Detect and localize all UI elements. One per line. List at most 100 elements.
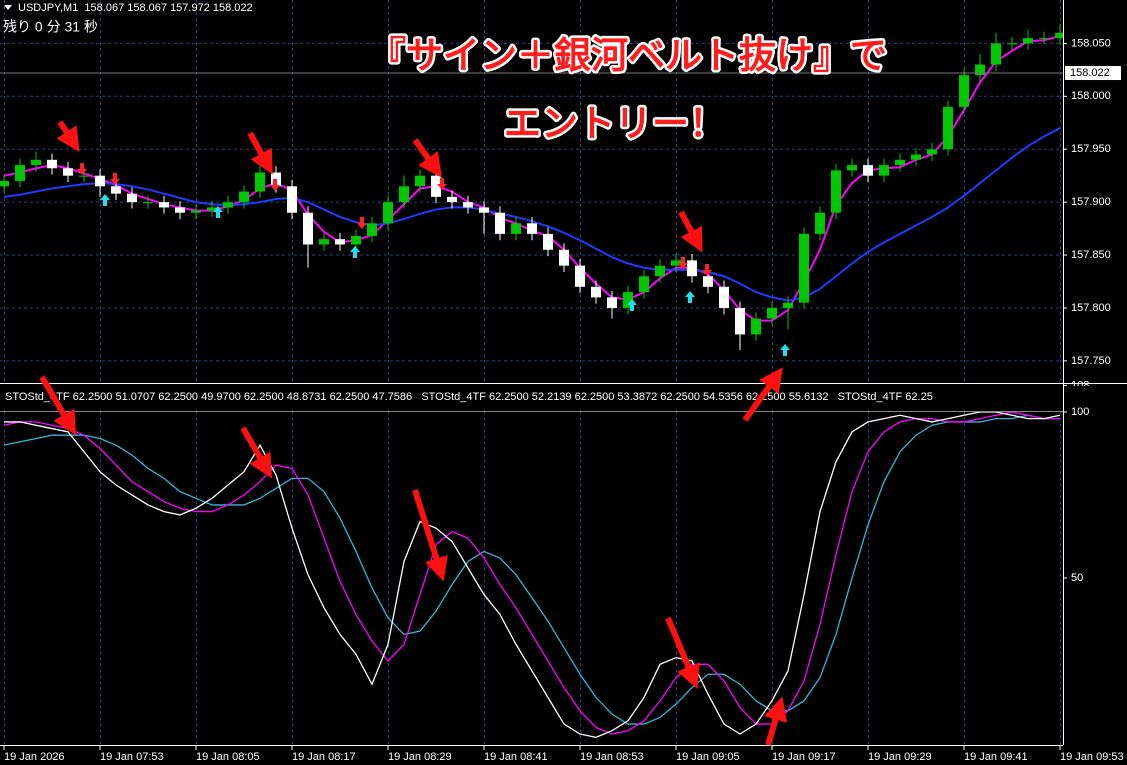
candle-body [607, 297, 617, 308]
candle-body [399, 186, 409, 203]
candle-body [159, 202, 169, 208]
y-tick-label: 158.050 [1071, 37, 1111, 49]
red-arrow [247, 131, 273, 175]
candle-body [863, 165, 873, 176]
oscillator-line [3, 412, 1060, 735]
x-tick-label: 19 Jan 09:41 [964, 751, 1028, 763]
indicator-legend: STOStd_4TF 62.2500 51.0707 62.2500 49.97… [5, 391, 933, 403]
x-tick-label: 19 Jan 2026 [4, 751, 65, 763]
x-tick-label: 19 Jan 09:53 [1060, 751, 1124, 763]
candle-body [303, 212, 313, 245]
candle-body [223, 202, 233, 208]
candle-body [1007, 43, 1017, 45]
oscillator-line [4, 412, 1061, 739]
candle-body [239, 191, 249, 203]
x-tick-label: 19 Jan 09:05 [676, 751, 740, 763]
candle-body [47, 159, 57, 169]
candle-body [559, 249, 569, 266]
candle-body [431, 175, 441, 197]
axis-background [1064, 0, 1127, 765]
candle-body [783, 302, 793, 308]
red-arrow [412, 138, 442, 178]
symbol-line: USDJPY,M1 158.067 158.067 157.972 158.02… [18, 2, 253, 14]
candle-body [815, 212, 825, 234]
candle-body [31, 159, 41, 166]
candle-body [671, 260, 681, 266]
candle-body [495, 212, 505, 234]
candle-body [735, 307, 745, 335]
y-tick-label: 157.850 [1071, 249, 1111, 261]
candle-body [127, 193, 137, 203]
candle-body [655, 265, 665, 277]
candle-body [623, 292, 633, 308]
candle-body [959, 75, 969, 107]
candle-body [1039, 38, 1049, 40]
price-panel [0, 24, 1063, 351]
menu-triangle [4, 5, 12, 10]
candle-body [415, 175, 425, 187]
candle-body [175, 207, 185, 213]
candle-body [879, 165, 889, 176]
candle-body [1055, 32, 1063, 39]
red-arrow [56, 120, 80, 153]
candle-body [543, 233, 553, 250]
current-price-label: 158.022 [1070, 67, 1110, 79]
candle-body [319, 239, 329, 245]
candle-body [799, 233, 809, 303]
candle-body [591, 286, 601, 298]
candle-body [767, 307, 777, 319]
candle-body [111, 186, 121, 194]
current-price-box [1065, 66, 1121, 81]
x-tick-label: 19 Jan 08:53 [580, 751, 644, 763]
candle-body [911, 154, 921, 160]
y-tick-label: 50 [1071, 572, 1083, 584]
candle-body [895, 159, 905, 166]
x-tick-label: 19 Jan 07:53 [100, 751, 164, 763]
y-tick-label: 157.950 [1071, 143, 1111, 155]
y-tick-label: 157.800 [1071, 302, 1111, 314]
countdown: 残り 0 分 31 秒 [3, 19, 98, 35]
annotation-line1: 『サイン＋銀河ベルト抜け』で [369, 35, 887, 76]
annotation-line2: エントリー！ [504, 103, 726, 144]
candle-body [351, 236, 361, 245]
candle-body [63, 168, 73, 176]
red-arrow [678, 210, 703, 253]
grid-layer [0, 0, 1063, 744]
candle-body [479, 207, 489, 213]
candle-body [335, 239, 345, 245]
candle-body [447, 196, 457, 203]
red-arrow [742, 367, 784, 422]
candle-body [191, 210, 201, 213]
x-tick-label: 19 Jan 08:29 [388, 751, 452, 763]
x-tick-label: 19 Jan 08:41 [484, 751, 548, 763]
red-arrow [412, 489, 448, 582]
red-arrow [764, 696, 788, 746]
axis-background [1064, 386, 1127, 406]
red-arrow [39, 375, 77, 436]
candle-body [927, 149, 937, 155]
candle-body [287, 186, 297, 213]
x-tick-label: 19 Jan 09:17 [772, 751, 836, 763]
red-arrow [665, 616, 700, 690]
candle-body [719, 286, 729, 308]
candle-body [527, 223, 537, 234]
candle-body [79, 175, 89, 177]
candle-body [143, 202, 153, 204]
candle-body [207, 207, 217, 211]
x-tick-label: 19 Jan 08:17 [292, 751, 356, 763]
y-tick-label: 157.900 [1071, 196, 1111, 208]
candle-body [1023, 38, 1033, 44]
candle-body [15, 165, 25, 181]
candle-body [511, 223, 521, 234]
candle-body [991, 43, 1001, 65]
candle-body [847, 165, 857, 171]
candle-body [95, 175, 105, 187]
y-tick-label: 158.000 [1071, 90, 1111, 102]
y-tick-label: 157.750 [1071, 355, 1111, 367]
x-tick-label: 19 Jan 09:29 [868, 751, 932, 763]
candle-body [703, 276, 713, 287]
candle-body [687, 260, 697, 277]
